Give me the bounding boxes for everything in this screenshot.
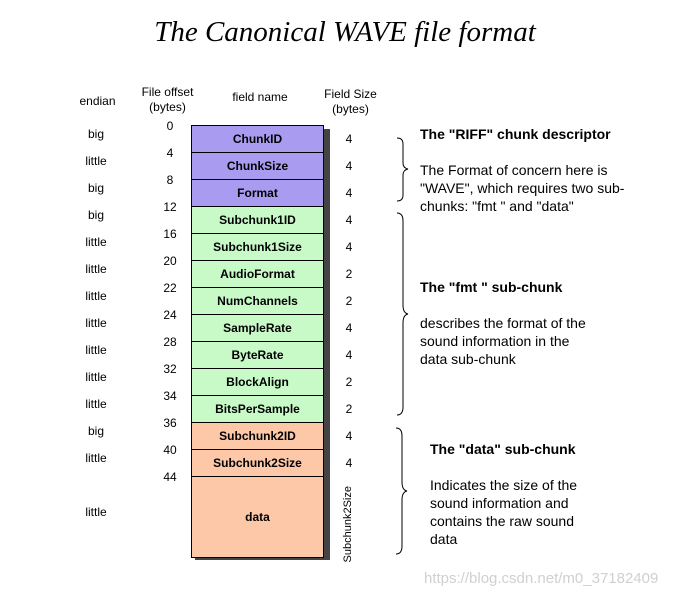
offset-Subchunk2Size: 40 (163, 443, 177, 457)
offset-AudioFormat: 20 (163, 254, 177, 268)
endian-Format: big (87, 180, 104, 195)
offset-data: 44 (163, 470, 177, 484)
size-Subchunk1Size: 4 (345, 239, 353, 254)
offset-ChunkSize: 4 (166, 146, 174, 160)
offset-ByteRate: 28 (163, 335, 177, 349)
field-data: data (191, 476, 324, 558)
size-Subchunk2ID: 4 (345, 428, 353, 443)
brace-riff (396, 137, 409, 202)
fmt-heading: The "fmt " sub-chunk (420, 279, 563, 295)
field-Subchunk2ID: Subchunk2ID (191, 422, 324, 450)
header-endian: endian (79, 94, 116, 108)
header-offset: File offset (bytes) (141, 85, 194, 114)
endian-ChunkSize: little (85, 153, 107, 168)
endian-BlockAlign: little (85, 369, 107, 384)
size-ChunkID: 4 (345, 131, 353, 146)
offset-Format: 8 (166, 173, 174, 187)
size-Subchunk2Size: 4 (345, 455, 353, 470)
field-Format: Format (191, 179, 324, 207)
endian-Subchunk1Size: little (85, 234, 107, 249)
size-Format: 4 (345, 185, 353, 200)
offset-SampleRate: 24 (163, 308, 177, 322)
endian-Subchunk2ID: big (87, 423, 104, 438)
data-description: The "data" sub-chunk Indicates the size … (430, 440, 590, 548)
brace-fmt (396, 212, 409, 416)
endian-BitsPerSample: little (85, 396, 107, 411)
size-ByteRate: 4 (345, 347, 353, 362)
offset-Subchunk1ID: 12 (163, 200, 177, 214)
size-AudioFormat: 2 (345, 266, 353, 281)
header-field-name: field name (232, 90, 288, 104)
field-Subchunk1ID: Subchunk1ID (191, 206, 324, 234)
endian-AudioFormat: little (85, 261, 107, 276)
offset-Subchunk1Size: 16 (163, 227, 177, 241)
size-Subchunk1ID: 4 (345, 212, 353, 227)
size-BitsPerSample: 2 (345, 401, 353, 416)
field-ByteRate: ByteRate (191, 341, 324, 369)
endian-ByteRate: little (85, 342, 107, 357)
data-field-size-label: Subchunk2Size (342, 486, 354, 563)
data-heading: The "data" sub-chunk (430, 441, 576, 457)
header-field-size: Field Size (bytes) (324, 87, 377, 116)
riff-text: The Format of concern here is "WAVE", wh… (420, 162, 625, 214)
watermark: https://blog.csdn.net/m0_37182409 (424, 570, 659, 587)
size-ChunkSize: 4 (345, 158, 353, 173)
field-Subchunk1Size: Subchunk1Size (191, 233, 324, 261)
field-Subchunk2Size: Subchunk2Size (191, 449, 324, 477)
size-BlockAlign: 2 (345, 374, 353, 389)
fmt-description: The "fmt " sub-chunk describes the forma… (420, 278, 590, 368)
endian-data: little (85, 504, 107, 519)
endian-Subchunk2Size: little (85, 450, 107, 465)
field-ChunkSize: ChunkSize (191, 152, 324, 180)
endian-NumChannels: little (85, 288, 107, 303)
endian-SampleRate: little (85, 315, 107, 330)
diagram-title: The Canonical WAVE file format (154, 16, 536, 48)
brace-data (395, 427, 408, 555)
offset-BlockAlign: 32 (163, 362, 177, 376)
offset-BitsPerSample: 34 (163, 389, 177, 403)
size-NumChannels: 2 (345, 293, 353, 308)
endian-ChunkID: big (87, 126, 104, 141)
offset-NumChannels: 22 (163, 281, 177, 295)
endian-Subchunk1ID: big (87, 207, 104, 222)
riff-description: The "RIFF" chunk descriptor The Format o… (420, 125, 630, 215)
field-SampleRate: SampleRate (191, 314, 324, 342)
field-AudioFormat: AudioFormat (191, 260, 324, 288)
size-SampleRate: 4 (345, 320, 353, 335)
data-text: Indicates the size of the sound informat… (430, 477, 578, 547)
riff-heading: The "RIFF" chunk descriptor (420, 126, 611, 142)
offset-ChunkID: 0 (166, 119, 174, 133)
fmt-text: describes the format of the sound inform… (420, 315, 586, 367)
offset-Subchunk2ID: 36 (163, 416, 177, 430)
